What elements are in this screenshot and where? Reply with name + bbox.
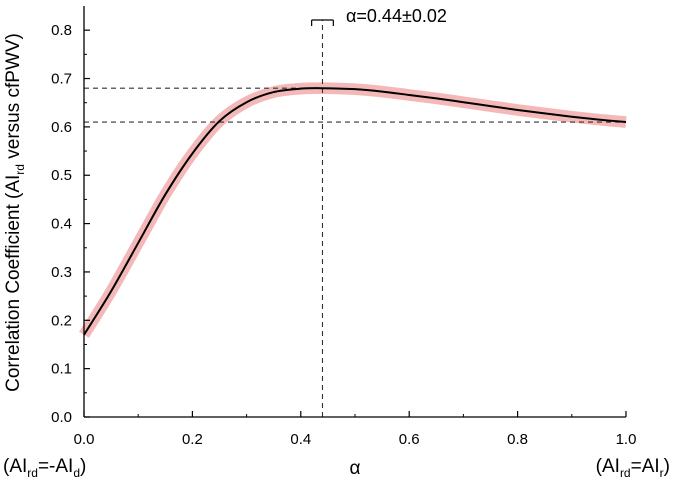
y-tick-label: 0.2 xyxy=(51,312,72,329)
y-tick-label: 0.0 xyxy=(51,409,72,426)
y-tick-label: 0.5 xyxy=(51,167,72,184)
axes xyxy=(83,6,627,418)
x-right-end-label: (AIrd=AIr) xyxy=(596,456,670,480)
y-axis-title: Correlation Coefficient (AIrd versus cfP… xyxy=(3,33,27,392)
y-tick-label: 0.7 xyxy=(51,71,72,88)
x-tick-label: 0.2 xyxy=(182,431,203,448)
x-left-end-label: (AIrd=-AId) xyxy=(3,456,86,480)
series-line xyxy=(83,87,627,336)
x-tick-label: 0.6 xyxy=(399,431,420,448)
confidence-band-layer xyxy=(79,82,627,338)
x-tick-label: 0.0 xyxy=(74,431,95,448)
x-axis-title: α xyxy=(350,458,361,479)
y-tick-label: 0.1 xyxy=(51,361,72,378)
alpha-annotation: α=0.44±0.02 xyxy=(346,6,447,26)
y-tick-label: 0.4 xyxy=(51,216,72,233)
series-line-layer xyxy=(83,87,627,336)
labels-layer: 0.0 0.2 0.4 0.6 0.8 1.0 0.0 0.1 0.2 0.3 0.4 0.5 0.6 0… xyxy=(3,6,670,480)
y-tick-label: 0.8 xyxy=(51,22,72,39)
x-tick-label: 0.4 xyxy=(290,431,311,448)
y-tick-label: 0.6 xyxy=(51,119,72,136)
reference-lines-layer xyxy=(84,19,626,417)
x-tick-label: 0.8 xyxy=(507,431,528,448)
x-tick-label: 1.0 xyxy=(616,431,637,448)
confidence-band xyxy=(79,82,627,338)
y-tick-label: 0.3 xyxy=(51,264,72,281)
